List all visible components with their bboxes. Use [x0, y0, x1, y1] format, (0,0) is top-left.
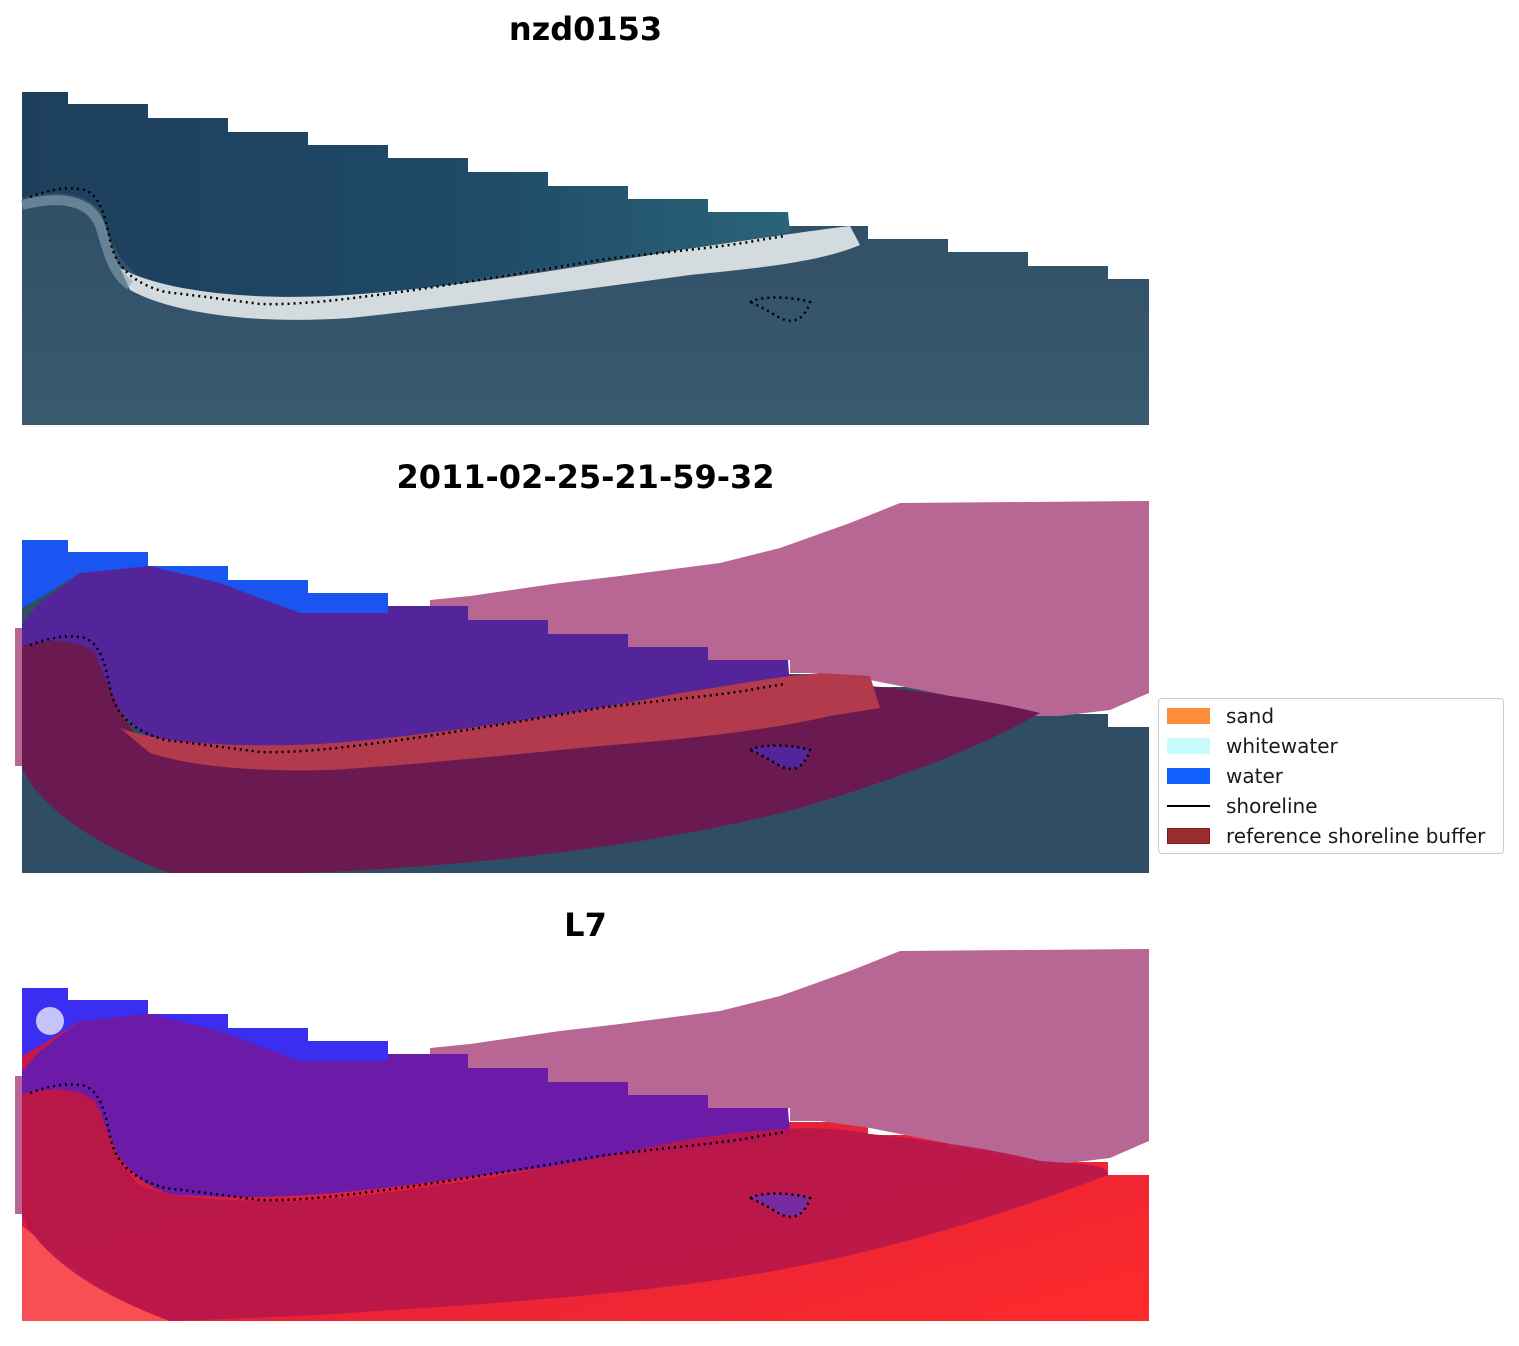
water-swatch	[1167, 768, 1210, 784]
ocean-area	[22, 92, 790, 299]
sand-swatch	[1167, 708, 1210, 724]
panel-title-classified: 2011-02-25-21-59-32	[396, 458, 775, 496]
legend-item-shoreline: shoreline	[1167, 794, 1318, 818]
legend-label-buffer: reference shoreline buffer	[1226, 824, 1486, 848]
shoreline	[29, 1083, 786, 1202]
legend-label-shoreline: shoreline	[1226, 794, 1318, 818]
buffer-index	[22, 1089, 1109, 1321]
legend-item-water: water	[1167, 764, 1283, 788]
classified-image-panel	[15, 501, 1149, 873]
river-bank	[20, 195, 133, 290]
water-class	[22, 540, 388, 618]
legend-item-sand: sand	[1167, 704, 1274, 728]
legend: sand whitewater water shoreline referenc…	[1158, 698, 1504, 854]
panel-title-index: L7	[564, 906, 607, 944]
legend-label-water: water	[1226, 764, 1283, 788]
nodata-mask	[430, 501, 1149, 716]
index-image-panel	[15, 949, 1149, 1321]
panel-title-rgb: nzd0153	[508, 10, 663, 48]
legend-item-whitewater: whitewater	[1167, 734, 1338, 758]
ocean-class	[22, 566, 790, 750]
rgb-image-panel	[20, 92, 1149, 425]
nodata-mask	[430, 949, 1149, 1164]
ocean-index	[22, 1014, 790, 1198]
legend-label-sand: sand	[1226, 704, 1275, 728]
whitewater-swatch	[1167, 738, 1210, 754]
shoreline	[29, 635, 786, 754]
shoreline-swatch	[1167, 805, 1210, 807]
beach-band	[120, 226, 860, 320]
legend-item-buffer: reference shoreline buffer	[1167, 824, 1485, 848]
legend-label-whitewater: whitewater	[1226, 734, 1338, 758]
buffer-swatch	[1167, 828, 1210, 844]
sand-class	[120, 673, 880, 771]
shoreline	[29, 187, 786, 306]
